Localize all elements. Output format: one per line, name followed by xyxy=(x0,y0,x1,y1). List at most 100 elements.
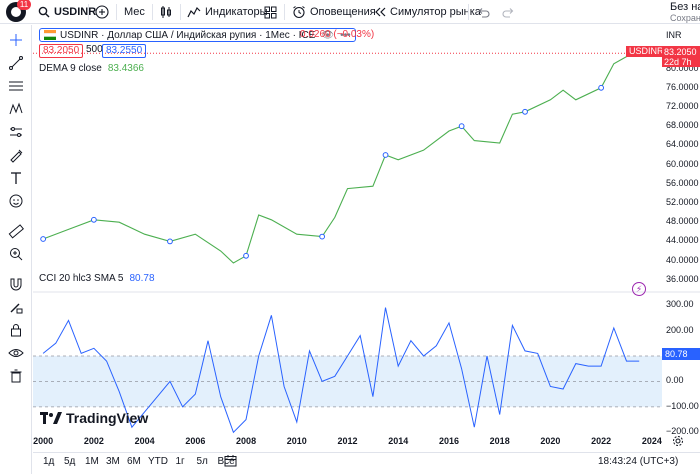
legend-more-icon[interactable]: ••• xyxy=(340,29,351,41)
zoom-tool[interactable] xyxy=(6,244,26,264)
range-button-3[interactable]: 3М xyxy=(106,456,120,467)
range-button-2[interactable]: 1М xyxy=(85,456,99,467)
time-tick-label: 2008 xyxy=(236,436,257,446)
lock-pencil-icon xyxy=(10,303,23,314)
trend-line-tool[interactable] xyxy=(6,53,26,73)
lock-drawings-tool[interactable] xyxy=(6,297,26,317)
user-menu-logo[interactable]: 11 xyxy=(6,0,31,22)
fib-levels-icon xyxy=(9,81,23,91)
fib-tool[interactable] xyxy=(6,76,26,96)
ruler-icon xyxy=(8,224,24,239)
dema-series-line xyxy=(42,51,640,264)
lightning-icon[interactable]: ⚡ xyxy=(632,282,646,296)
forecast-tool[interactable] xyxy=(6,122,26,142)
event-marker-0[interactable] xyxy=(40,236,47,242)
price-tick-label: 48.0000 xyxy=(666,216,699,227)
ruler-tool[interactable] xyxy=(6,221,26,241)
top-toolbar: 11 USDINR Мес Индикаторы Оповещения Симу… xyxy=(0,0,700,24)
time-tick-label: 2000 xyxy=(33,436,54,446)
symbol-search-button[interactable]: USDINR xyxy=(38,0,96,24)
grid-icon xyxy=(264,6,277,18)
event-marker-4[interactable] xyxy=(319,233,326,240)
trend-line-icon xyxy=(9,56,23,70)
range-button-6[interactable]: 1г xyxy=(175,456,185,467)
legend-eye-icon[interactable]: 👁 xyxy=(321,29,335,41)
range-button-8[interactable]: Все xyxy=(217,456,235,467)
bid-price[interactable]: 83.2050 xyxy=(39,44,84,58)
price-tick-label: 40.0000 xyxy=(666,254,699,265)
calendar-icon xyxy=(224,455,237,467)
range-button-4[interactable]: 6М xyxy=(127,456,141,467)
range-button-0[interactable]: 1д xyxy=(43,456,55,467)
last-symbol-tag: USDINR xyxy=(626,46,667,57)
tradingview-logo[interactable]: TradingView xyxy=(40,410,148,426)
dema-legend[interactable]: DEMA 9 close 83.4366 xyxy=(39,63,144,74)
undo-button[interactable] xyxy=(477,0,490,24)
search-icon xyxy=(38,6,50,18)
lock-tool[interactable] xyxy=(6,320,26,340)
ask-price[interactable]: 83.2550 xyxy=(102,44,147,58)
chart-type-button[interactable] xyxy=(159,0,173,24)
lock-icon xyxy=(11,324,21,337)
alerts-button[interactable]: Оповещения xyxy=(292,0,376,24)
last-price-tag: 83.2050 22d 7h xyxy=(662,46,700,67)
rewind-icon xyxy=(375,7,386,17)
tv-logo-icon xyxy=(40,412,62,424)
event-marker-8[interactable] xyxy=(598,84,605,91)
spread-value: 500 xyxy=(86,44,103,55)
time-tick-label: 2016 xyxy=(438,436,459,446)
magnet-icon xyxy=(10,278,22,291)
cci-legend[interactable]: CCI 20 hlc3 SMA 5 80.78 xyxy=(39,273,155,284)
compare-button[interactable] xyxy=(95,0,109,24)
layouts-button[interactable] xyxy=(264,0,277,24)
chart-canvas[interactable] xyxy=(33,25,700,453)
clock[interactable]: 18:43:24 (UTC+3) xyxy=(598,456,679,467)
event-marker-6[interactable] xyxy=(458,123,465,130)
interval-button[interactable]: Мес xyxy=(124,6,145,18)
currency-label[interactable]: INR xyxy=(666,30,682,40)
range-button-1[interactable]: 5д xyxy=(64,456,76,467)
cci-tick-label: 200.00 xyxy=(666,324,694,335)
event-marker-2[interactable] xyxy=(167,238,173,245)
event-marker-7[interactable] xyxy=(522,108,528,115)
time-tick-label: 2010 xyxy=(286,436,307,446)
crosshair-tool[interactable] xyxy=(6,30,26,50)
remove-drawings-tool[interactable] xyxy=(6,366,26,386)
brush-tool[interactable] xyxy=(6,145,26,165)
event-marker-5[interactable] xyxy=(382,152,389,158)
event-marker-3[interactable] xyxy=(243,252,249,259)
time-tick-label: 2024 xyxy=(641,436,662,446)
magnet-tool[interactable] xyxy=(6,274,26,294)
forecast-icon xyxy=(10,127,22,137)
eye-icon xyxy=(8,349,24,357)
event-marker-1[interactable] xyxy=(90,216,97,223)
time-tick-label: 2004 xyxy=(134,436,155,446)
emoji-tool[interactable] xyxy=(6,191,26,211)
text-tool[interactable] xyxy=(6,168,26,188)
symbol-title: USDINR · Доллар США / Индийская рупия · … xyxy=(60,29,316,41)
plus-circle-icon xyxy=(95,5,109,19)
time-axis-settings[interactable] xyxy=(672,435,684,450)
replay-button[interactable]: Симулятор рынка xyxy=(373,0,481,24)
pattern-tool[interactable] xyxy=(6,99,26,119)
price-tick-label: 68.0000 xyxy=(666,120,699,131)
price-tick-label: 80.0000 xyxy=(666,62,699,73)
dema-value: 83.4366 xyxy=(107,63,144,74)
symbol-label: USDINR xyxy=(54,6,97,18)
cci-tick-label: −200.00 xyxy=(666,426,699,437)
symbol-legend[interactable]: USDINR · Доллар США / Индийская рупия · … xyxy=(39,28,356,42)
crosshair-icon xyxy=(10,34,22,46)
trash-icon xyxy=(10,369,22,383)
indicators-button[interactable]: Индикаторы xyxy=(187,0,268,24)
drawing-toolbar xyxy=(0,25,32,474)
range-button-7[interactable]: 5л xyxy=(196,456,208,467)
time-tick-label: 2022 xyxy=(591,436,612,446)
redo-button[interactable] xyxy=(502,0,515,24)
cci-tick-label: 0.00 xyxy=(666,375,684,386)
range-button-5[interactable]: YTD xyxy=(148,456,168,467)
cci-last-tag: 80.78 xyxy=(662,348,700,360)
alarm-clock-icon xyxy=(293,6,305,19)
hide-drawings-tool[interactable] xyxy=(6,343,26,363)
layout-name[interactable]: Без наз Сохран xyxy=(670,2,700,23)
goto-date-button[interactable] xyxy=(224,454,237,470)
